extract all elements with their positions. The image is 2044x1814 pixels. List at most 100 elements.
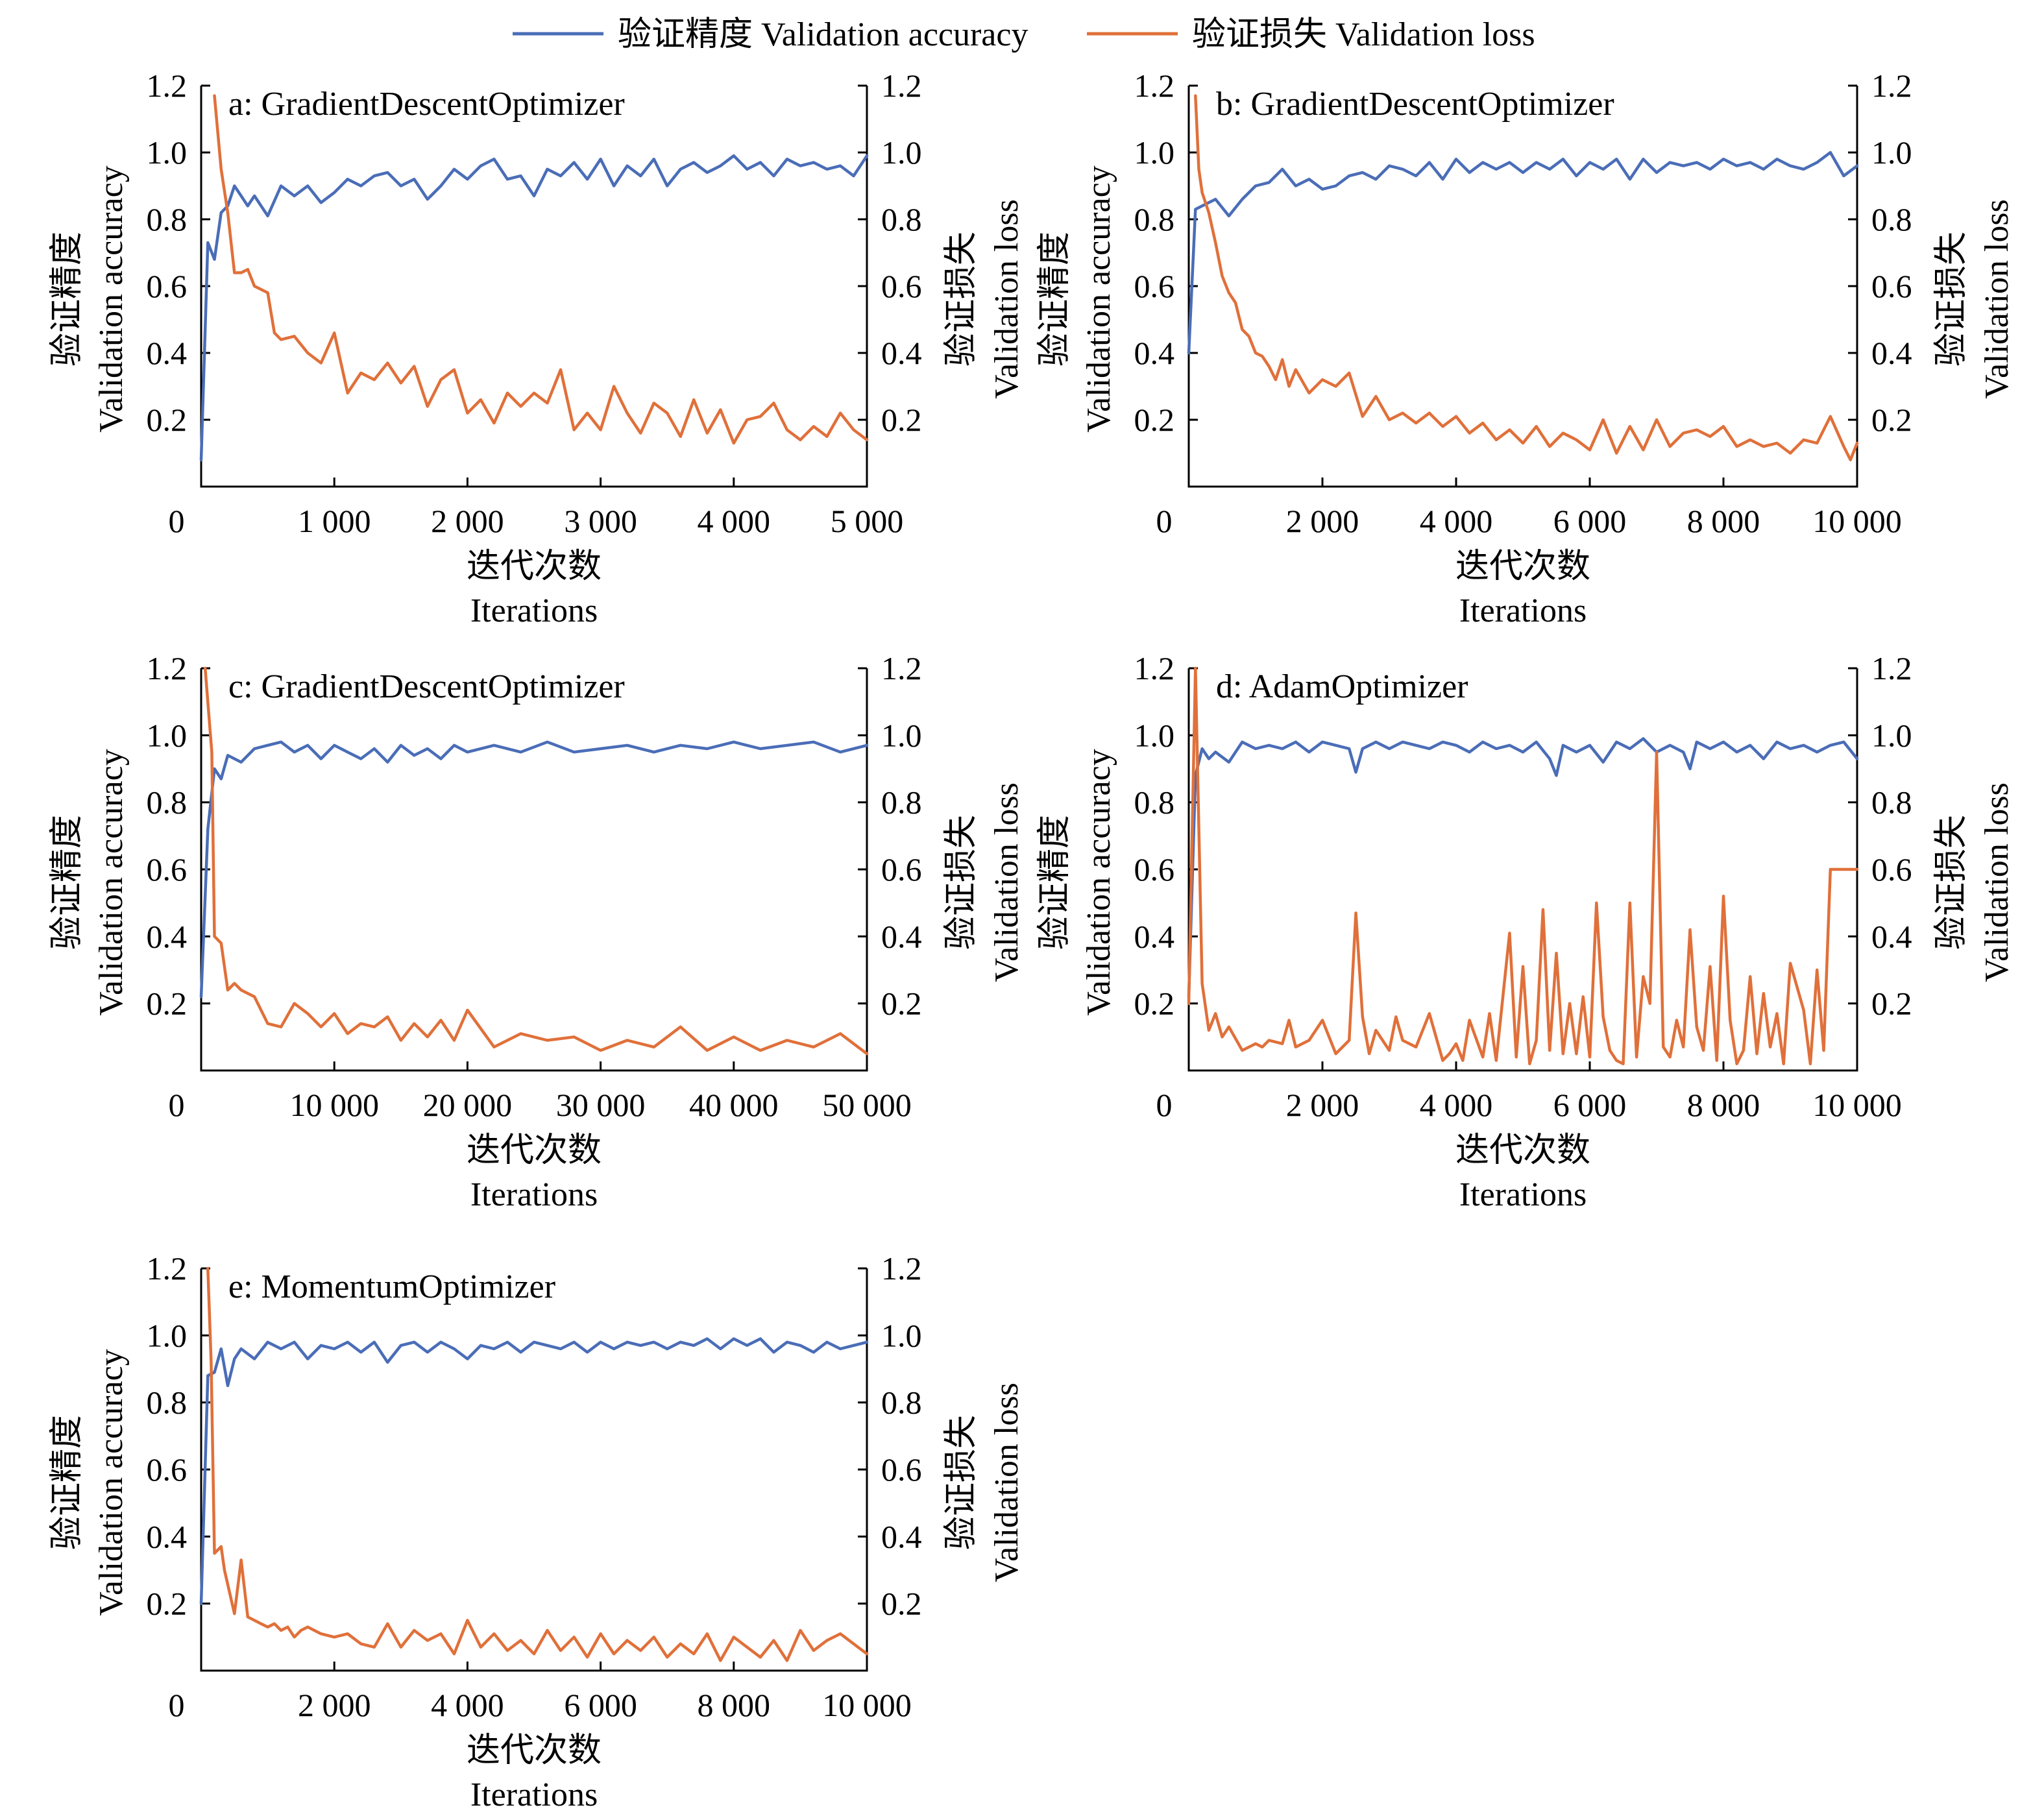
y-tick-label-right: 1.2 xyxy=(881,1250,922,1287)
y-tick-label-right: 0.6 xyxy=(881,1451,922,1488)
y-right-label-en: Validation loss xyxy=(1978,782,2015,982)
y-left-label-en: Validation accuracy xyxy=(93,749,130,1015)
y-tick-label-left: 0.4 xyxy=(1134,918,1175,954)
x-axis-label-cn: 迭代次数 xyxy=(1455,1132,1590,1169)
y-tick-label-right: 0.8 xyxy=(1871,201,1912,237)
y-right-label-en: Validation loss xyxy=(988,782,1025,982)
panel-title: b: GradientDescentOptimizer xyxy=(1216,86,1614,123)
y-tick-label-right: 0.4 xyxy=(881,918,922,954)
y-tick-label-left: 0.6 xyxy=(1134,268,1175,304)
y-tick-label-left: 0.2 xyxy=(1134,986,1175,1022)
y-tick-label-left: 1.2 xyxy=(147,67,188,104)
loss-series-line xyxy=(206,1266,869,1662)
x-tick-label: 4 000 xyxy=(431,1687,504,1723)
y-tick-label-left: 0.4 xyxy=(147,1518,188,1554)
x-axis-label-en: Iterations xyxy=(470,1176,598,1213)
x-tick-label: 20 000 xyxy=(423,1087,513,1123)
y-tick-label-right: 1.0 xyxy=(881,134,922,171)
x-tick-label: 6 000 xyxy=(1553,1087,1627,1123)
chart-panel-e: 0.2 0.2 0.4 0.4 0.6 0.6 0.8 0.8 1.0 1.0 1.2 1.2 0 2 0… xyxy=(49,1250,1025,1813)
accuracy-series-line xyxy=(1187,737,1859,998)
y-tick-label-right: 0.4 xyxy=(1871,335,1912,371)
axis-frame xyxy=(200,86,868,488)
y-tick-label-right: 0.6 xyxy=(881,268,922,304)
y-tick-label-left: 0.2 xyxy=(147,402,188,438)
x-tick-label: 4 000 xyxy=(1420,1087,1493,1123)
accuracy-series-line xyxy=(199,154,869,462)
x-tick-label: 2 000 xyxy=(298,1687,371,1723)
y-tick-label-right: 0.4 xyxy=(881,1518,922,1554)
axis-frame xyxy=(1187,668,1858,1072)
y-tick-label-left: 1.2 xyxy=(147,1250,188,1287)
panel-title: e: MomentumOptimizer xyxy=(228,1268,555,1305)
y-tick-label-right: 0.2 xyxy=(1871,986,1912,1022)
y-tick-label-left: 1.2 xyxy=(1134,650,1175,686)
loss-series-line xyxy=(1194,94,1859,462)
x-axis-label-en: Iterations xyxy=(470,1776,598,1813)
x-tick-label: 2 000 xyxy=(1286,503,1359,539)
chart-panels: 0.2 0.2 0.4 0.4 0.6 0.6 0.8 0.8 1.0 1.0 1.2 1.2 0 1 0… xyxy=(49,67,2015,1813)
x-tick-label: 0 xyxy=(169,503,185,539)
loss-series-line xyxy=(203,666,869,1056)
y-tick-label-left: 0.4 xyxy=(147,918,188,954)
x-tick-label: 40 000 xyxy=(689,1087,779,1123)
y-left-label-en: Validation accuracy xyxy=(1080,165,1117,432)
accuracy-series-line xyxy=(199,740,869,998)
y-tick-label-right: 1.2 xyxy=(1871,650,1912,686)
x-tick-label: 0 xyxy=(169,1087,185,1123)
y-tick-label-left: 0.8 xyxy=(147,784,188,821)
y-tick-label-right: 1.2 xyxy=(881,650,922,686)
panel-title: c: GradientDescentOptimizer xyxy=(228,668,625,705)
y-tick-label-left: 0.6 xyxy=(147,1451,188,1488)
x-axis-label-cn: 迭代次数 xyxy=(467,548,602,585)
x-tick-label: 2 000 xyxy=(431,503,504,539)
y-tick-label-right: 1.0 xyxy=(881,1317,922,1353)
chart-panel-d: 0.2 0.2 0.4 0.4 0.6 0.6 0.8 0.8 1.0 1.0 1.2 1.2 0 2 0… xyxy=(1036,650,2015,1213)
y-left-label-cn: 验证精度 xyxy=(1036,232,1073,367)
x-tick-label: 6 000 xyxy=(1553,503,1627,539)
chart-panel-c: 0.2 0.2 0.4 0.4 0.6 0.6 0.8 0.8 1.0 1.0 1.2 1.2 0 10 … xyxy=(49,650,1025,1213)
x-tick-label: 0 xyxy=(169,1687,185,1723)
x-tick-label: 10 000 xyxy=(1812,1087,1902,1123)
y-tick-label-left: 0.8 xyxy=(1134,201,1175,237)
y-left-label-en: Validation accuracy xyxy=(93,1349,130,1615)
y-right-label-cn: 验证损失 xyxy=(943,815,980,950)
panel-title: a: GradientDescentOptimizer xyxy=(228,86,625,123)
y-right-label-en: Validation loss xyxy=(988,199,1025,399)
y-tick-label-right: 0.2 xyxy=(881,986,922,1022)
y-tick-label-left: 0.8 xyxy=(147,201,188,237)
y-tick-label-left: 0.6 xyxy=(147,851,188,888)
x-tick-label: 10 000 xyxy=(1812,503,1902,539)
x-axis-label-en: Iterations xyxy=(1459,592,1587,629)
x-tick-label: 10 000 xyxy=(822,1687,912,1723)
y-tick-label-right: 0.6 xyxy=(1871,851,1912,888)
chart-panel-b: 0.2 0.2 0.4 0.4 0.6 0.6 0.8 0.8 1.0 1.0 1.2 1.2 0 2 0… xyxy=(1036,67,2015,629)
x-axis-label-cn: 迭代次数 xyxy=(467,1732,602,1769)
y-tick-label-right: 0.4 xyxy=(881,335,922,371)
y-tick-label-right: 0.8 xyxy=(881,784,922,821)
y-tick-label-left: 1.0 xyxy=(147,1317,188,1353)
y-left-label-en: Validation accuracy xyxy=(93,165,130,432)
y-tick-label-right: 0.6 xyxy=(1871,268,1912,304)
y-tick-label-right: 1.2 xyxy=(881,67,922,104)
y-left-label-cn: 验证精度 xyxy=(49,815,86,950)
x-tick-label: 1 000 xyxy=(298,503,371,539)
legend-loss-label: 验证损失 Validation loss xyxy=(1192,16,1535,53)
axis-frame xyxy=(1187,86,1858,488)
y-tick-label-left: 0.4 xyxy=(147,335,188,371)
x-tick-label: 5 000 xyxy=(831,503,904,539)
x-tick-label: 3 000 xyxy=(564,503,637,539)
x-tick-label: 4 000 xyxy=(1420,503,1493,539)
x-tick-label: 30 000 xyxy=(556,1087,646,1123)
accuracy-series-line xyxy=(1187,151,1859,355)
y-tick-label-left: 1.0 xyxy=(1134,134,1175,171)
x-axis-label-en: Iterations xyxy=(1459,1176,1587,1213)
y-tick-label-left: 1.2 xyxy=(1134,67,1175,104)
x-tick-label: 50 000 xyxy=(822,1087,912,1123)
x-axis-label-en: Iterations xyxy=(470,592,598,629)
y-tick-label-left: 0.8 xyxy=(1134,784,1175,821)
y-tick-label-right: 0.6 xyxy=(881,851,922,888)
y-tick-label-right: 0.2 xyxy=(1871,402,1912,438)
y-tick-label-right: 0.4 xyxy=(1871,918,1912,954)
